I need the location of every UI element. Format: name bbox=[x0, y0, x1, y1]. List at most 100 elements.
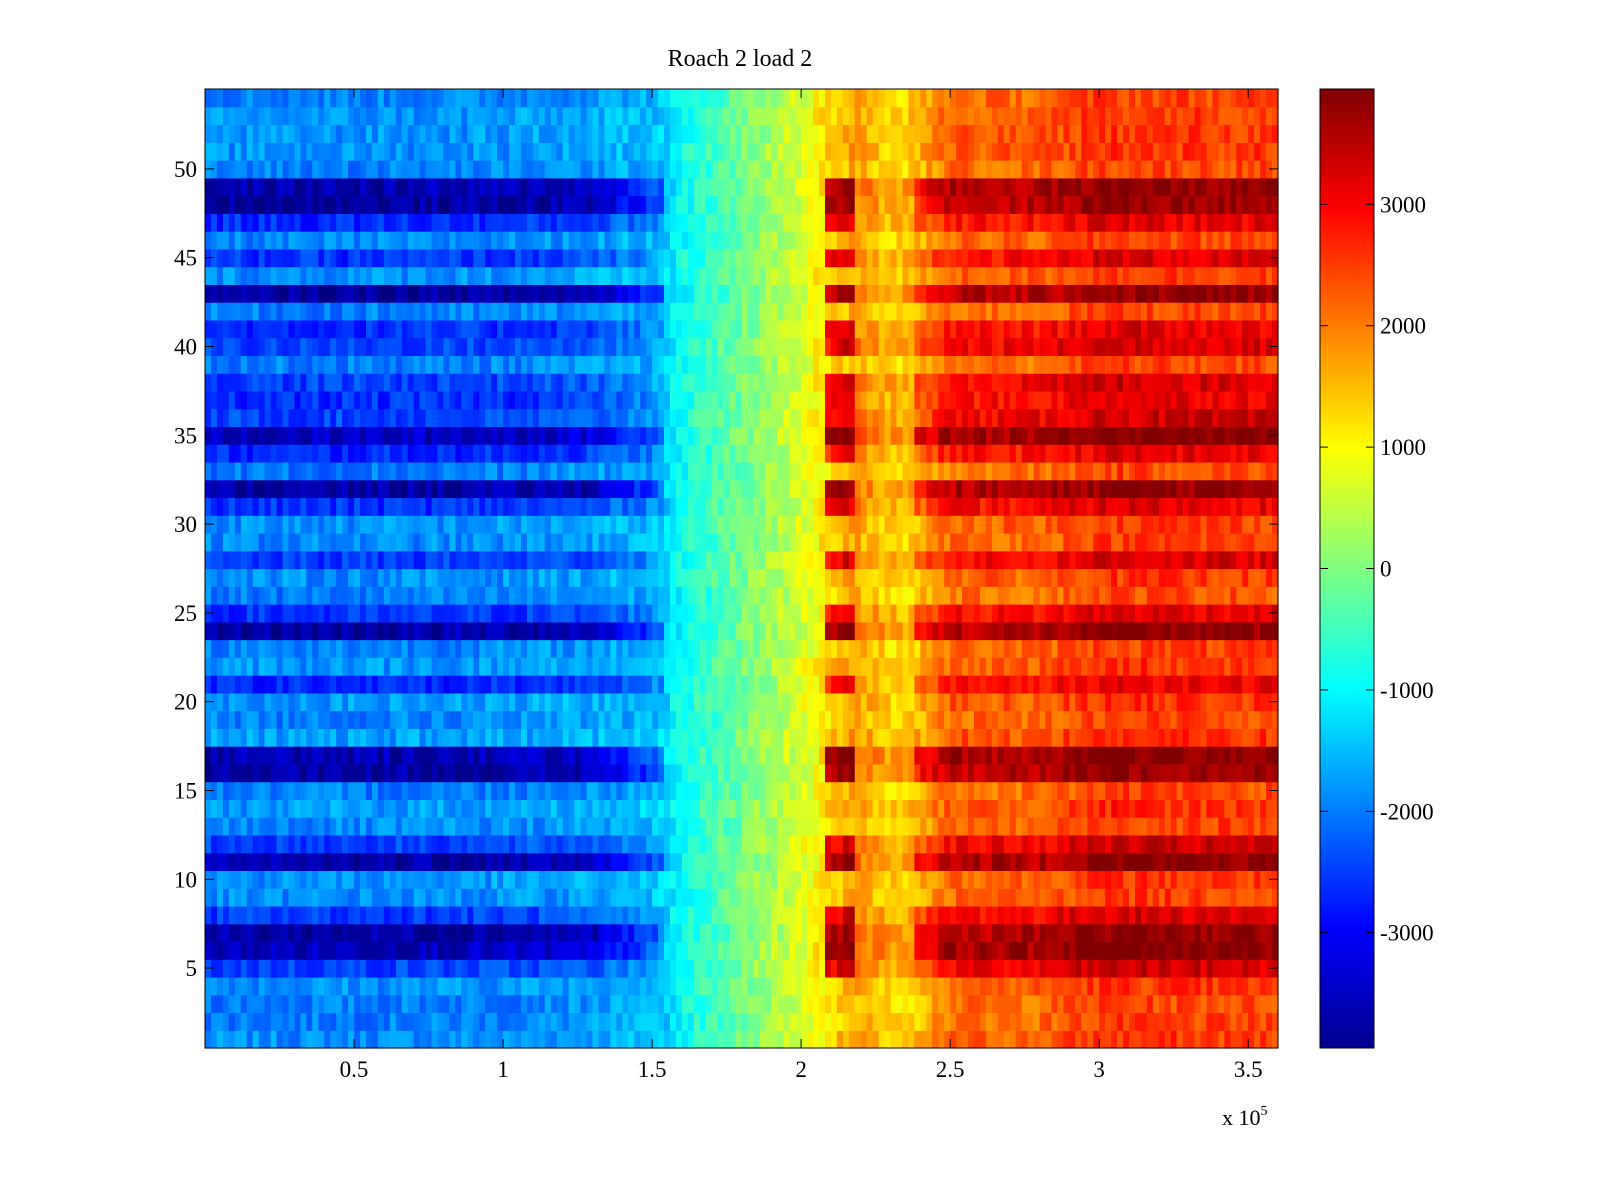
heatmap-cell bbox=[1176, 852, 1184, 872]
heatmap-cell bbox=[562, 834, 570, 854]
heatmap-cell bbox=[425, 941, 433, 960]
heatmap-cell bbox=[1182, 604, 1190, 623]
heatmap-cell bbox=[425, 604, 433, 623]
heatmap-cell bbox=[318, 621, 325, 641]
heatmap-cell bbox=[228, 550, 236, 570]
heatmap-cell bbox=[306, 888, 313, 907]
heatmap-cell bbox=[753, 781, 760, 800]
heatmap-cell bbox=[1176, 817, 1184, 836]
heatmap-cell bbox=[687, 710, 695, 729]
heatmap-cell bbox=[687, 852, 695, 872]
heatmap-cell bbox=[848, 728, 856, 747]
heatmap-cell bbox=[574, 639, 582, 658]
heatmap-cell bbox=[270, 568, 278, 587]
heatmap-cell bbox=[300, 586, 307, 605]
heatmap-cell bbox=[818, 692, 826, 712]
heatmap-cell bbox=[228, 817, 236, 836]
heatmap-cell bbox=[437, 710, 445, 729]
heatmap-cell bbox=[985, 692, 993, 712]
heatmap-cell bbox=[1045, 728, 1053, 747]
heatmap-cell bbox=[830, 621, 838, 641]
heatmap-cell bbox=[574, 1012, 582, 1031]
heatmap-cell bbox=[914, 781, 921, 800]
heatmap-cell bbox=[759, 710, 766, 729]
heatmap-cell bbox=[795, 994, 802, 1014]
heatmap-cell bbox=[1158, 692, 1166, 712]
heatmap-cell bbox=[1230, 639, 1237, 658]
heatmap-cell bbox=[914, 817, 921, 836]
heatmap-cell bbox=[830, 994, 838, 1014]
heatmap-cell bbox=[973, 586, 981, 605]
heatmap-cell bbox=[973, 959, 981, 978]
heatmap-cell bbox=[514, 941, 522, 960]
heatmap-cell bbox=[1105, 763, 1112, 783]
heatmap-cell bbox=[1027, 746, 1035, 765]
heatmap-cell bbox=[681, 746, 689, 765]
heatmap-cell bbox=[228, 994, 236, 1014]
heatmap-cell bbox=[807, 959, 814, 978]
heatmap-cell bbox=[401, 870, 409, 889]
heatmap-cell bbox=[1134, 675, 1142, 694]
heatmap-cell bbox=[1260, 710, 1267, 729]
heatmap-cell bbox=[1146, 1012, 1154, 1031]
heatmap-cell bbox=[902, 834, 910, 854]
heatmap-cell bbox=[1015, 994, 1023, 1014]
heatmap-cell bbox=[598, 905, 605, 925]
heatmap-cell bbox=[359, 604, 367, 623]
heatmap-cell bbox=[675, 692, 683, 712]
heatmap-cell bbox=[1146, 639, 1154, 658]
heatmap-cell bbox=[997, 728, 1005, 747]
heatmap-cell bbox=[979, 959, 987, 978]
heatmap-cell bbox=[616, 870, 623, 889]
heatmap-cell bbox=[306, 586, 313, 605]
heatmap-cell bbox=[1134, 604, 1142, 623]
heatmap-cell bbox=[1009, 834, 1017, 854]
heatmap-cell bbox=[592, 1012, 600, 1031]
heatmap-cell bbox=[312, 763, 319, 783]
heatmap-cell bbox=[1176, 746, 1184, 765]
heatmap-cell bbox=[461, 905, 468, 925]
heatmap-cell bbox=[1134, 852, 1142, 872]
heatmap-cell bbox=[675, 959, 683, 978]
heatmap-cell bbox=[729, 746, 737, 765]
heatmap-cell bbox=[1003, 746, 1011, 765]
heatmap-cell bbox=[574, 586, 582, 605]
heatmap-cell bbox=[789, 621, 796, 641]
heatmap-cell bbox=[991, 923, 999, 943]
heatmap-cell bbox=[741, 781, 749, 800]
heatmap-cell bbox=[723, 799, 731, 818]
heatmap-cell bbox=[920, 923, 927, 943]
heatmap-cell bbox=[926, 604, 933, 623]
heatmap-cell bbox=[1009, 781, 1017, 800]
heatmap-cell bbox=[860, 781, 868, 800]
heatmap-cell bbox=[1194, 941, 1202, 960]
heatmap-cell bbox=[473, 763, 480, 783]
heatmap-cell bbox=[252, 781, 260, 800]
heatmap-cell bbox=[669, 657, 677, 676]
heatmap-cell bbox=[962, 639, 969, 658]
heatmap-cell bbox=[300, 923, 307, 943]
heatmap-cell bbox=[234, 621, 242, 641]
heatmap-cell bbox=[1230, 852, 1237, 872]
heatmap-cell bbox=[932, 1030, 939, 1049]
heatmap-cell bbox=[467, 746, 474, 765]
heatmap-cell bbox=[1063, 834, 1070, 854]
heatmap-cell bbox=[1152, 817, 1160, 836]
heatmap-cell bbox=[1170, 675, 1178, 694]
heatmap-cell bbox=[973, 852, 981, 872]
heatmap-cell bbox=[735, 976, 743, 996]
heatmap-cell bbox=[491, 781, 498, 800]
heatmap-cell bbox=[526, 586, 534, 605]
heatmap-cell bbox=[354, 959, 361, 978]
heatmap-cell bbox=[467, 994, 474, 1014]
heatmap-cell bbox=[836, 639, 844, 658]
heatmap-cell bbox=[896, 941, 904, 960]
heatmap-cell bbox=[789, 746, 796, 765]
heatmap-cell bbox=[455, 852, 462, 872]
heatmap-cell bbox=[652, 568, 659, 587]
heatmap-cell bbox=[532, 870, 540, 889]
heatmap-cell bbox=[777, 852, 784, 872]
heatmap-cell bbox=[514, 710, 522, 729]
heatmap-cell bbox=[860, 604, 868, 623]
heatmap-cell bbox=[830, 852, 838, 872]
